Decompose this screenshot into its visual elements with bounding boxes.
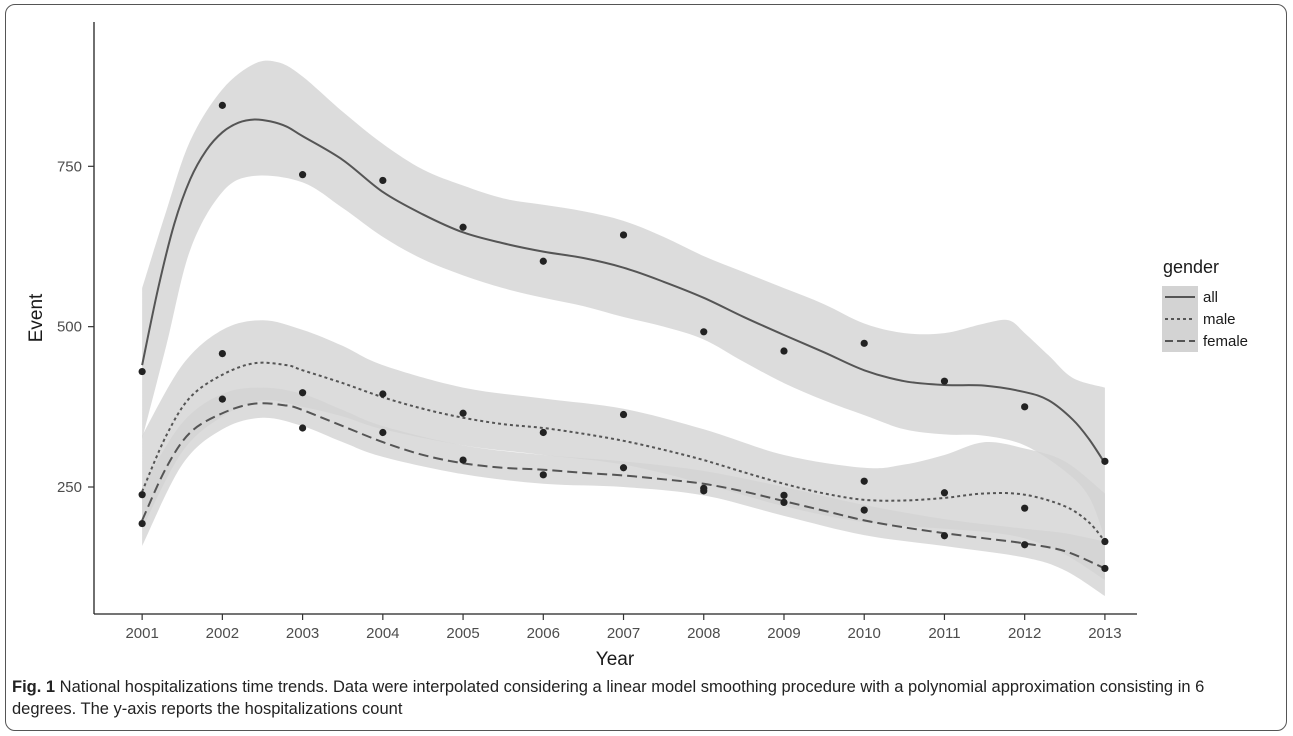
legend-label-all: all	[1203, 289, 1218, 306]
y-tick-label: 750	[57, 158, 82, 175]
data-point-all	[780, 347, 788, 355]
x-tick-label: 2001	[125, 625, 158, 642]
data-point-all	[860, 339, 868, 347]
data-point-female	[379, 428, 387, 437]
data-point-all	[459, 223, 467, 231]
x-tick-label: 2010	[848, 625, 881, 642]
data-point-female	[780, 498, 788, 506]
data-point-female	[299, 424, 307, 432]
data-point-male	[459, 409, 467, 417]
data-point-female	[940, 532, 949, 540]
x-ticks: 2001 2002 2003 2004 2005 2006 2007 2008 2009 2010…	[125, 614, 1122, 642]
data-point-female	[138, 519, 146, 528]
fit-line-male	[141, 361, 1106, 543]
x-tick-label: 2009	[767, 625, 800, 642]
data-point-female	[1021, 541, 1029, 549]
axes	[93, 22, 1137, 615]
x-tick-label: 2012	[1008, 625, 1041, 642]
x-tick-label: 2004	[366, 625, 399, 642]
data-point-male	[218, 349, 226, 358]
data-point-all	[1021, 403, 1029, 411]
y-axis-title: Event	[26, 293, 47, 342]
legend-label-female: female	[1203, 333, 1248, 350]
data-point-male	[138, 491, 146, 499]
data-point-male	[299, 389, 307, 397]
fit-line-female	[141, 402, 1106, 570]
figure-frame	[5, 4, 1287, 731]
legend-title: gender	[1163, 257, 1219, 277]
data-point-all	[138, 367, 146, 376]
fit-lines	[141, 118, 1106, 570]
data-point-male	[379, 390, 387, 398]
y-ticks: 250 500 750	[57, 158, 94, 496]
data-point-female	[218, 395, 226, 403]
data-point-male	[1021, 504, 1029, 512]
data-point-all	[700, 328, 708, 336]
fit-line-all	[141, 118, 1106, 464]
figure-caption: Fig. 1 National hospitalizations time tr…	[12, 676, 1272, 720]
data-point-male	[1101, 537, 1109, 546]
figure-label: Fig. 1	[12, 678, 56, 696]
legend: gender all male female	[1162, 257, 1248, 352]
data-point-all	[379, 176, 387, 185]
x-tick-label: 2005	[446, 625, 479, 642]
y-tick-label: 500	[57, 319, 82, 336]
data-point-male	[619, 410, 628, 419]
legend-label-male: male	[1203, 311, 1236, 328]
data-point-male	[780, 491, 788, 499]
data-point-all	[218, 101, 226, 109]
confidence-bands	[142, 60, 1105, 597]
data-point-female	[700, 487, 708, 495]
data-point-all	[299, 171, 307, 179]
x-tick-label: 2003	[286, 625, 319, 642]
chart-svg: 2001 2002 2003 2004 2005 2006 2007 2008 2009 2010…	[26, 22, 1248, 670]
data-point-female	[539, 471, 547, 479]
x-tick-label: 2002	[206, 625, 239, 642]
x-axis-title: Year	[596, 649, 635, 670]
x-tick-label: 2011	[928, 625, 960, 642]
figure-caption-text: National hospitalizations time trends. D…	[12, 678, 1205, 718]
band-female	[142, 387, 1105, 597]
data-point-female	[1101, 564, 1109, 573]
x-tick-label: 2006	[527, 625, 560, 642]
data-point-male	[940, 489, 949, 497]
data-point-male	[539, 428, 547, 437]
data-point-female	[860, 506, 868, 514]
data-point-male	[860, 477, 868, 485]
data-point-all	[539, 257, 547, 265]
data-point-female	[459, 456, 467, 464]
y-tick-label: 250	[57, 479, 82, 496]
x-tick-label: 2013	[1088, 625, 1121, 642]
data-point-all	[619, 231, 628, 239]
x-tick-label: 2008	[687, 625, 720, 642]
data-point-female	[619, 464, 628, 472]
data-point-all	[1101, 457, 1109, 465]
x-tick-label: 2007	[607, 625, 640, 642]
data-point-all	[940, 377, 949, 385]
data-points	[138, 101, 1109, 573]
